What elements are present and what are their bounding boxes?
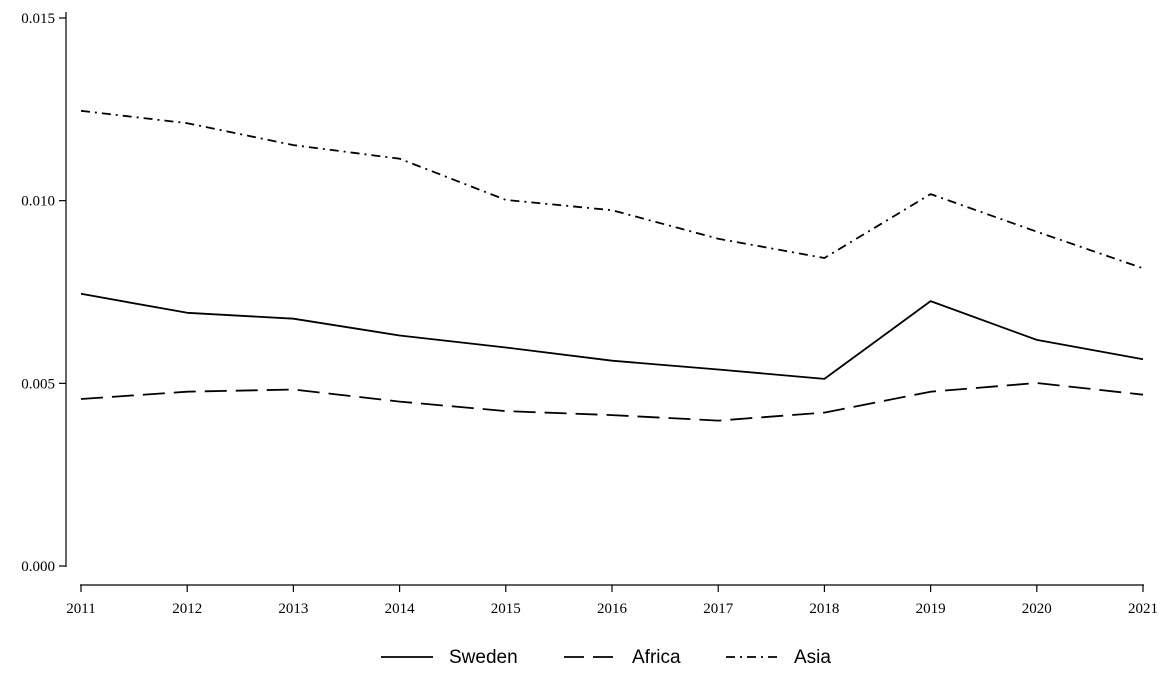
series-group xyxy=(80,109,1144,422)
y-tick-label: 0.000 xyxy=(21,559,55,575)
y-tick-label: 0.010 xyxy=(21,194,55,210)
y-tick-label: 0.015 xyxy=(21,11,55,27)
x-tick-label: 2012 xyxy=(172,601,202,617)
legend: Sweden Africa Asia xyxy=(381,647,831,668)
x-tick-label: 2019 xyxy=(916,601,946,617)
x-tick-label: 2013 xyxy=(278,601,308,617)
x-tick-label: 2015 xyxy=(491,601,521,617)
series-line-africa xyxy=(80,382,1144,422)
axes: 0.000 0.005 0.010 0.015 2011 2012 2013 2014 2015… xyxy=(21,11,1158,617)
x-tick-label: 2020 xyxy=(1022,601,1052,617)
x-tick-label: 2011 xyxy=(66,601,95,617)
series-line-sweden xyxy=(80,292,1144,380)
legend-label-sweden: Sweden xyxy=(449,647,518,668)
x-tick-label: 2017 xyxy=(703,601,734,617)
series-line-asia xyxy=(80,109,1144,270)
x-tick-label: 2018 xyxy=(809,601,839,617)
x-tick-label: 2014 xyxy=(385,601,416,617)
x-tick-label: 2016 xyxy=(597,601,628,617)
y-tick-label: 0.005 xyxy=(21,376,55,392)
legend-label-africa: Africa xyxy=(632,647,681,668)
legend-label-asia: Asia xyxy=(794,647,831,668)
x-tick-label: 2021 xyxy=(1128,601,1158,617)
